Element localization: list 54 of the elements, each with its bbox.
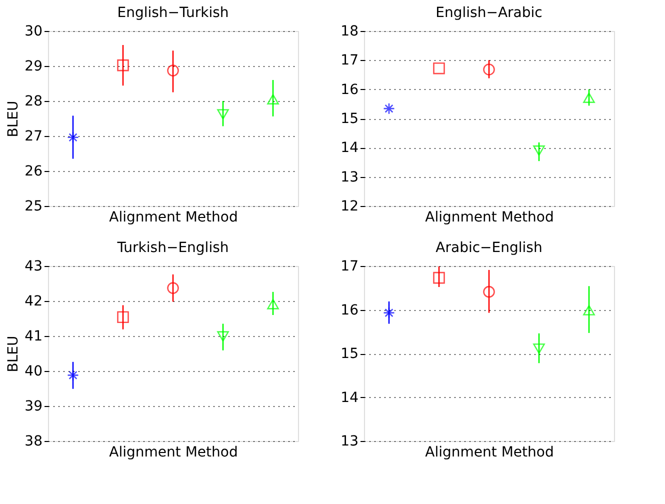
point [267, 298, 279, 310]
y-tick-label: 14 [340, 390, 359, 406]
chart-title: English−Turkish [117, 5, 229, 21]
y-tick-label: 14 [340, 140, 359, 156]
point [583, 304, 595, 316]
point [67, 369, 79, 382]
chart-title: English−Arabic [436, 5, 542, 21]
point [383, 306, 395, 319]
y-tick-label: 15 [340, 111, 358, 127]
point [533, 145, 545, 156]
y-tick-label: 15 [340, 346, 358, 362]
y-tick-label: 29 [24, 58, 42, 74]
y-tick-label: 43 [24, 258, 42, 274]
point [217, 109, 229, 120]
x-axis-title: Alignment Method [109, 444, 238, 460]
y-tick-label: 16 [340, 302, 359, 318]
point [217, 331, 229, 342]
point [383, 102, 395, 114]
y-tick-label: 40 [24, 364, 42, 380]
y-tick-label: 28 [24, 94, 42, 110]
point [167, 64, 179, 76]
point [483, 286, 495, 298]
chart-title: Turkish−English [116, 240, 229, 256]
y-axis-title: BLEU [6, 336, 22, 372]
point [533, 343, 545, 354]
point [167, 282, 179, 294]
point [267, 94, 279, 104]
y-tick-label: 17 [340, 258, 358, 274]
x-axis-title: Alignment Method [425, 210, 554, 226]
y-tick-label: 26 [24, 164, 43, 180]
x-axis-title: Alignment Method [109, 210, 238, 226]
y-tick-label: 25 [24, 198, 42, 214]
y-tick-label: 12 [340, 198, 358, 214]
point [117, 59, 129, 72]
y-tick-label: 13 [340, 169, 358, 186]
x-axis-title: Alignment Method [425, 444, 554, 460]
y-tick-label: 16 [340, 82, 359, 98]
point [433, 272, 445, 284]
y-tick-label: 42 [24, 294, 42, 310]
y-tick-label: 39 [24, 398, 42, 414]
y-tick-label: 30 [24, 24, 42, 40]
y-tick-label: 41 [24, 328, 42, 344]
point [433, 62, 445, 74]
y-axis-title: BLEU [6, 100, 22, 138]
y-tick-label: 13 [340, 434, 358, 450]
y-tick-label: 27 [24, 128, 42, 144]
point [117, 311, 129, 323]
y-tick-label: 18 [340, 24, 358, 40]
point [583, 92, 595, 103]
point [67, 132, 79, 144]
y-tick-label: 38 [24, 434, 42, 450]
chart-title: Arabic−English [436, 240, 542, 256]
point [483, 64, 495, 76]
y-tick-label: 17 [340, 52, 358, 69]
